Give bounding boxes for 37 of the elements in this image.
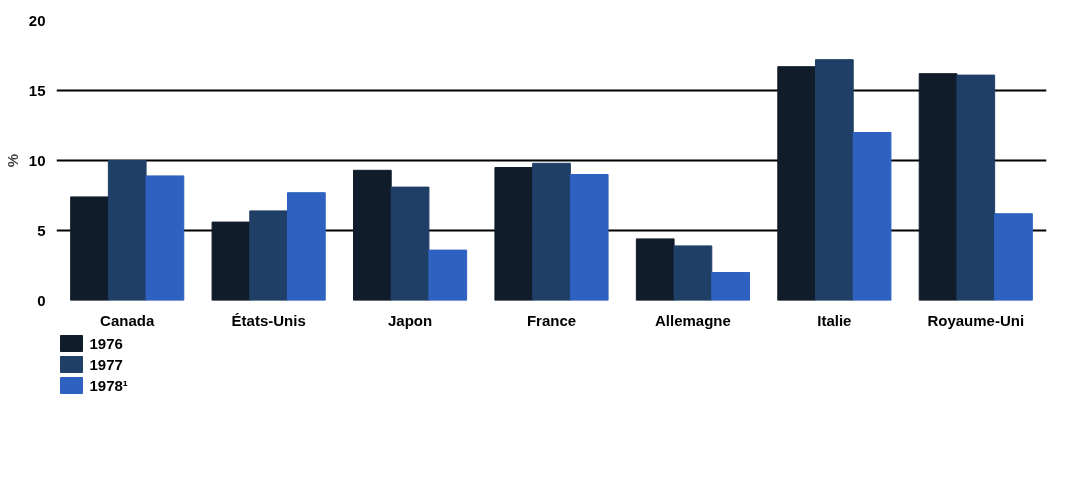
bar [994,213,1033,301]
bar [673,245,713,301]
y-tick-label: 10 [28,151,46,169]
y-tick-label: 5 [37,221,46,239]
x-tick-label: Allemagne [655,311,731,329]
y-tick-label: 0 [37,291,46,309]
legend-label: 1976 [89,334,123,352]
bar [249,210,288,301]
bar [70,196,109,301]
x-tick-label: Canada [100,311,155,329]
bar [145,175,185,301]
bar [353,169,392,301]
x-tick-label: Italie [817,311,852,329]
bar [711,272,750,301]
legend-label: 1978¹ [89,377,128,394]
bar [777,66,816,301]
x-tick-label: Royaume-Uni [927,311,1025,329]
x-tick-label: France [526,311,577,329]
legend-label: 1977 [89,355,123,373]
bar [428,249,468,301]
bar [956,74,996,301]
bar [107,160,147,301]
bar [287,192,326,301]
bar [569,174,609,301]
bar [211,221,251,301]
bar [635,238,675,301]
y-tick-label: 20 [28,11,46,29]
bar [494,167,534,301]
y-tick-label: 15 [28,81,46,99]
bar [918,73,958,301]
bar [852,132,892,301]
x-tick-label: Japon [387,311,433,329]
bar [390,186,430,301]
x-tick-label: États-Unis [231,311,306,329]
y-axis-title: % [3,153,21,168]
bar [532,162,571,301]
bar [815,59,854,301]
